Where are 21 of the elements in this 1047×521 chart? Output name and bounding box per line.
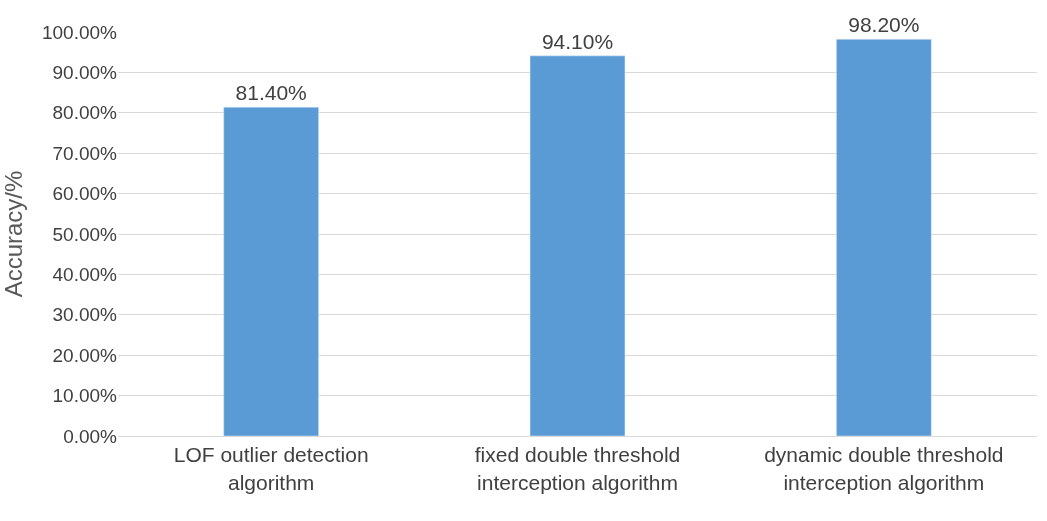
- bar: [223, 106, 319, 436]
- y-tick-label: 40.00%: [52, 264, 118, 286]
- y-tick-label: 20.00%: [52, 344, 118, 366]
- y-tick-label: 100.00%: [41, 21, 118, 43]
- y-tick-label: 80.00%: [52, 102, 118, 124]
- data-label: 98.20%: [848, 13, 920, 37]
- bar: [529, 55, 626, 436]
- y-tick-label: 50.00%: [52, 223, 118, 245]
- y-tick-label: 60.00%: [52, 183, 118, 205]
- x-tick-label: dynamic double threshold interception algorithm: [764, 443, 1004, 494]
- y-tick-label: 10.00%: [52, 385, 118, 407]
- y-tick-label: 90.00%: [52, 62, 118, 84]
- bar: [836, 39, 932, 436]
- x-tick-label: fixed double threshold interception algorithm: [474, 443, 681, 494]
- y-axis-title: Accuracy/%: [0, 170, 27, 298]
- y-tick-label: 70.00%: [52, 142, 118, 164]
- data-label: 81.40%: [235, 81, 307, 105]
- x-tick-label: LOF outlier detection algorithm: [173, 443, 369, 494]
- y-tick-label: 30.00%: [52, 304, 118, 326]
- data-label: 94.10%: [541, 29, 614, 53]
- y-tick-label: 0.00%: [63, 425, 118, 447]
